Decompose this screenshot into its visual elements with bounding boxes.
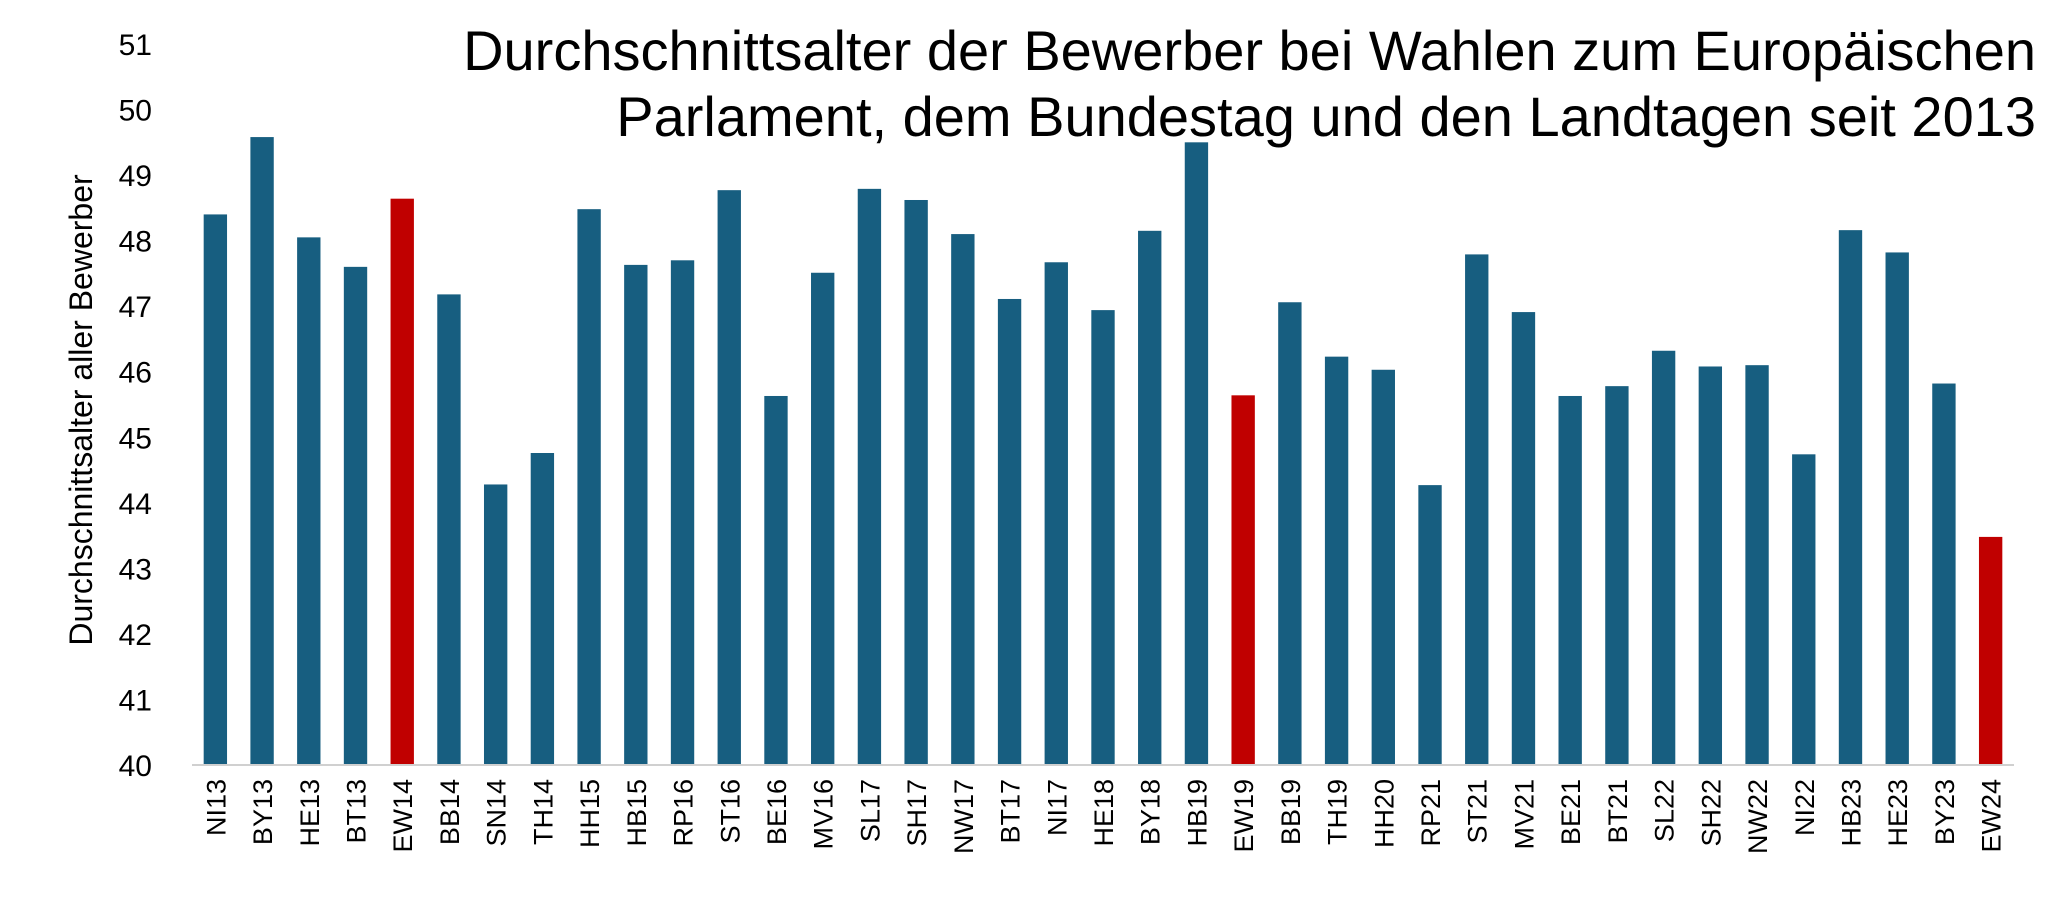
x-tick-label: NI17: [1042, 779, 1072, 836]
y-tick-label: 49: [119, 160, 152, 193]
x-tick-label: HE13: [295, 779, 325, 847]
bar-hh20: [1371, 369, 1395, 765]
x-tick-label: HB23: [1836, 779, 1866, 847]
y-tick-label: 45: [119, 422, 152, 455]
x-tick-label: SH22: [1696, 779, 1726, 847]
bar-nw22: [1745, 365, 1769, 765]
bar-rp21: [1418, 485, 1442, 765]
bar-bt13: [343, 266, 368, 765]
y-tick-label: 48: [119, 226, 152, 259]
bar-sn14: [483, 484, 508, 765]
y-tick-label: 40: [119, 750, 152, 783]
y-tick-label: 41: [119, 684, 152, 717]
bar-mv21: [1511, 312, 1536, 765]
bar-hb23: [1838, 230, 1863, 765]
bar-by23: [1932, 383, 1956, 765]
bar-ni22: [1792, 454, 1816, 765]
x-tick-label: SH17: [902, 779, 932, 847]
chart-title-line-1: Durchschnittsalter der Bewerber bei Wahl…: [463, 19, 2036, 82]
x-tick-label: MV16: [809, 779, 839, 850]
bar-sl17: [857, 188, 882, 765]
x-tick-label: BT17: [996, 779, 1026, 844]
bar-be21: [1558, 395, 1582, 765]
bar-sl22: [1651, 350, 1676, 765]
x-tick-label: NI22: [1790, 779, 1820, 836]
x-tick-label: HH20: [1369, 779, 1399, 848]
bar-ew14: [390, 198, 414, 766]
x-tick-label: TH14: [528, 779, 558, 845]
bar-bb14: [437, 294, 461, 765]
x-tick-label: RP16: [669, 779, 699, 847]
bar-bt17: [997, 298, 1022, 765]
x-tick-label: SN14: [482, 779, 512, 847]
y-tick-label: 51: [119, 29, 152, 62]
x-tick-label: EW14: [388, 779, 418, 853]
y-tick-label: 46: [119, 357, 152, 390]
bar-th19: [1324, 356, 1349, 765]
bar-ni13: [203, 214, 228, 765]
x-tick-label: NW17: [949, 779, 979, 854]
x-tick-label: BB14: [435, 779, 465, 845]
bar-hh15: [577, 209, 601, 765]
x-tick-label: BT13: [342, 779, 372, 844]
x-tick-label: BB19: [1276, 779, 1306, 845]
y-tick-label: 44: [119, 488, 152, 521]
x-tick-label: BT21: [1603, 779, 1633, 844]
bar-st16: [717, 190, 741, 765]
y-tick-label: 47: [119, 291, 152, 324]
chart-title-line-2: Parlament, dem Bundestag und den Landtag…: [616, 85, 2036, 148]
bar-bt21: [1605, 386, 1629, 765]
bar-ew24: [1978, 536, 2003, 765]
y-tick-label: 43: [119, 553, 152, 586]
x-tick-label: HE23: [1883, 779, 1913, 847]
x-tick-label: TH19: [1323, 779, 1353, 845]
bar-ni17: [1044, 262, 1068, 765]
x-tick-label: NW22: [1743, 779, 1773, 854]
x-tick-label: SL22: [1650, 779, 1680, 842]
y-tick-label: 50: [119, 95, 152, 128]
y-axis-label: Durchschnittsalter aller Bewerber: [63, 174, 99, 646]
x-tick-label: RP21: [1416, 779, 1446, 847]
x-tick-label: MV21: [1509, 779, 1539, 850]
bar-mv16: [811, 272, 835, 765]
bar-be16: [764, 395, 788, 765]
x-tick-label: BE21: [1556, 779, 1586, 845]
x-tick-label: NI13: [201, 779, 231, 836]
x-tick-label: BY23: [1930, 779, 1960, 845]
bar-sh22: [1698, 366, 1723, 765]
x-tick-label: BY18: [1136, 779, 1166, 845]
bar-hb15: [624, 264, 648, 765]
x-tick-label: ST16: [715, 779, 745, 844]
x-tick-label: ST21: [1463, 779, 1493, 844]
bar-nw17: [951, 234, 975, 766]
x-tick-label: HB15: [622, 779, 652, 847]
bar-rp16: [670, 260, 695, 765]
bar-ew19: [1231, 395, 1255, 765]
bar-sh17: [904, 199, 928, 766]
bar-hb19: [1184, 142, 1209, 765]
bar-by18: [1138, 230, 1162, 765]
x-tick-label: EW24: [1977, 779, 2007, 853]
bar-he23: [1885, 252, 1909, 765]
x-tick-label: BE16: [762, 779, 792, 845]
bar-he13: [297, 237, 321, 766]
x-tick-label: HE18: [1089, 779, 1119, 847]
bar-he18: [1091, 310, 1115, 765]
x-tick-label: EW19: [1229, 779, 1259, 853]
x-tick-label: SL17: [855, 779, 885, 842]
bar-st21: [1465, 254, 1489, 765]
bar-th14: [530, 453, 555, 765]
x-tick-label: BY13: [248, 779, 278, 845]
y-tick-label: 42: [119, 619, 152, 652]
x-tick-label: HB19: [1182, 779, 1212, 847]
bar-bb19: [1278, 302, 1302, 765]
x-tick-label: HH15: [575, 779, 605, 848]
bar-by13: [250, 137, 274, 766]
